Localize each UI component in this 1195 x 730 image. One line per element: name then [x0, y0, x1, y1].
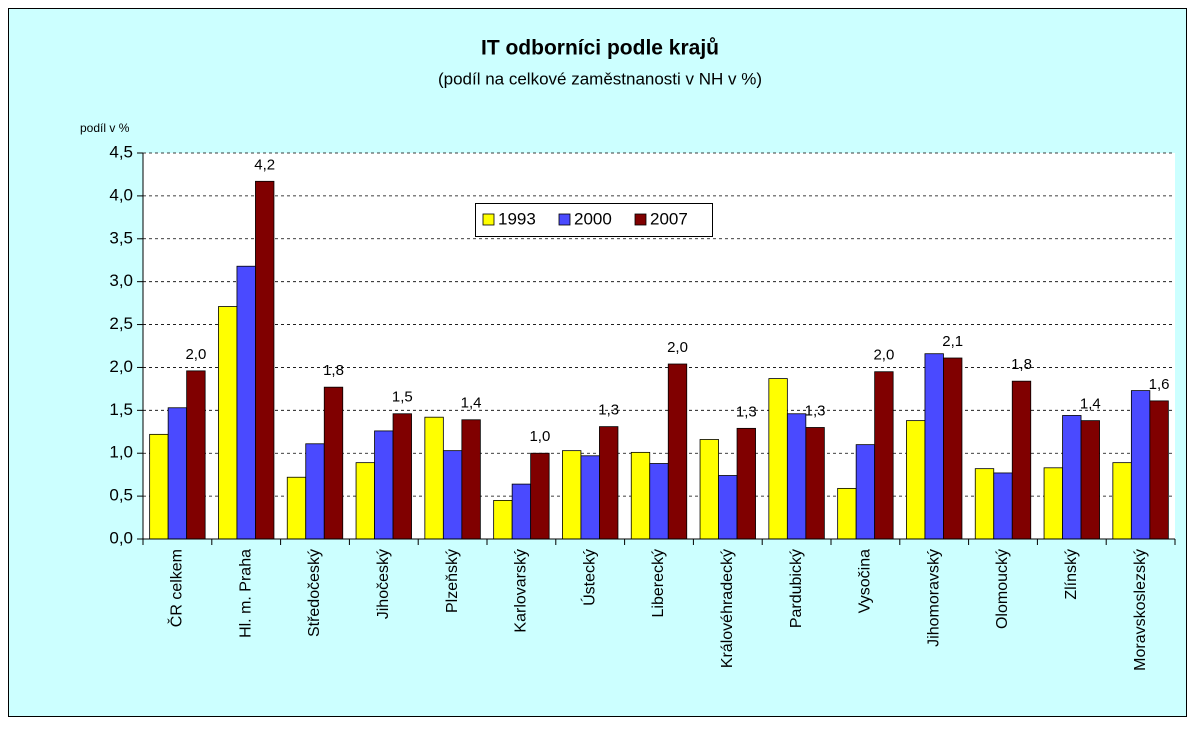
- bar: [530, 452, 550, 540]
- bar: [218, 306, 238, 540]
- bar: [599, 426, 619, 540]
- bar: [736, 427, 756, 540]
- data-label: 1,0: [529, 428, 550, 445]
- bar: [255, 180, 275, 540]
- data-label: 1,3: [805, 402, 826, 419]
- x-tick-label: Liberecký: [650, 549, 667, 617]
- bar: [1062, 415, 1082, 540]
- x-tick-label: Olomoucký: [994, 549, 1011, 629]
- bar: [649, 463, 669, 540]
- bar: [424, 416, 444, 540]
- y-tick-label: 0,5: [109, 486, 133, 505]
- data-label: 1,5: [392, 389, 413, 406]
- bar: [1011, 380, 1032, 540]
- data-label: 1,3: [598, 402, 619, 419]
- y-tick-label: 2,0: [109, 357, 133, 376]
- bar: [355, 462, 375, 540]
- bar: [768, 378, 788, 540]
- bar: [580, 455, 600, 540]
- legend-label: 2007: [650, 209, 688, 228]
- bar: [442, 450, 463, 540]
- bar: [874, 371, 894, 540]
- y-tick-label: 4,5: [109, 142, 133, 161]
- bar: [392, 413, 412, 540]
- chart-title: IT odborníci podle krajů: [481, 37, 719, 60]
- legend: [475, 203, 713, 237]
- bar: [630, 451, 651, 540]
- bar: [1043, 467, 1063, 540]
- bar: [305, 443, 325, 540]
- bar: [906, 420, 926, 540]
- bar: [323, 386, 344, 540]
- legend-label: 2000: [574, 209, 612, 228]
- bar: [236, 265, 256, 540]
- bar: [943, 357, 963, 540]
- bar: [167, 407, 188, 540]
- data-label: 1,8: [1011, 356, 1032, 373]
- y-tick-label: 1,5: [109, 400, 133, 419]
- x-tick-label: Jihočeský: [375, 549, 392, 619]
- data-label: 2,0: [185, 346, 206, 363]
- data-label: 1,4: [461, 395, 482, 412]
- data-label: 1,8: [323, 362, 344, 379]
- bar: [562, 450, 582, 540]
- y-tick-label: 0,0: [109, 528, 133, 547]
- bar: [718, 475, 738, 540]
- bar: [837, 487, 857, 540]
- data-label: 1,6: [1149, 376, 1170, 393]
- data-label: 2,0: [667, 339, 688, 356]
- y-tick-label: 3,5: [109, 228, 133, 247]
- legend-label: 1993: [498, 209, 536, 228]
- x-tick-label: Vysočina: [857, 549, 874, 613]
- y-tick-label: 2,5: [109, 314, 133, 333]
- bar: [1130, 390, 1151, 540]
- bar: [1149, 400, 1169, 540]
- bar: [699, 439, 719, 540]
- bar: [1112, 462, 1132, 540]
- data-label: 1,4: [1080, 396, 1101, 413]
- bar: [374, 430, 394, 540]
- data-label: 2,0: [873, 347, 894, 364]
- data-label: 4,2: [254, 156, 275, 173]
- y-tick-label: 3,0: [109, 271, 133, 290]
- y-tick-label: 4,0: [109, 185, 133, 204]
- bar: [286, 476, 307, 540]
- chart-subtitle: (podíl na celkové zaměstnanosti v NH v %…: [438, 69, 762, 88]
- bar: [974, 468, 995, 540]
- x-tick-label: Zlínský: [1063, 549, 1080, 600]
- x-tick-label: Plzeňský: [444, 549, 461, 613]
- x-tick-label: Pardubický: [788, 549, 805, 628]
- bar: [461, 419, 481, 540]
- x-tick-label: Moravskoslezský: [1132, 549, 1149, 671]
- legend-swatch: [558, 213, 571, 226]
- bar: [149, 433, 169, 540]
- bar: [493, 499, 513, 540]
- data-label: 1,3: [736, 403, 757, 420]
- x-tick-label: ČR celkem: [167, 549, 186, 627]
- y-tick-label: 1,0: [109, 443, 133, 462]
- x-tick-label: Hl. m. Praha: [237, 549, 254, 638]
- y-axis-label: podíl v %: [80, 121, 130, 135]
- bar: [1080, 420, 1100, 540]
- legend-swatch: [634, 213, 647, 226]
- bar: [924, 353, 944, 540]
- x-tick-label: Karlovarský: [513, 549, 530, 633]
- legend-swatch: [482, 213, 495, 226]
- x-tick-label: Královéhradecký: [719, 549, 736, 668]
- bar: [786, 413, 807, 540]
- bar: [855, 444, 876, 540]
- bar: [805, 427, 825, 540]
- bar: [186, 370, 206, 540]
- x-tick-label: Ústecký: [579, 549, 598, 606]
- x-tick-label: Středočeský: [306, 549, 323, 637]
- x-tick-label: Jihomoravský: [925, 549, 942, 647]
- data-label: 2,1: [942, 333, 963, 350]
- bar: [511, 483, 532, 540]
- bar: [993, 472, 1013, 540]
- bar: [667, 363, 688, 540]
